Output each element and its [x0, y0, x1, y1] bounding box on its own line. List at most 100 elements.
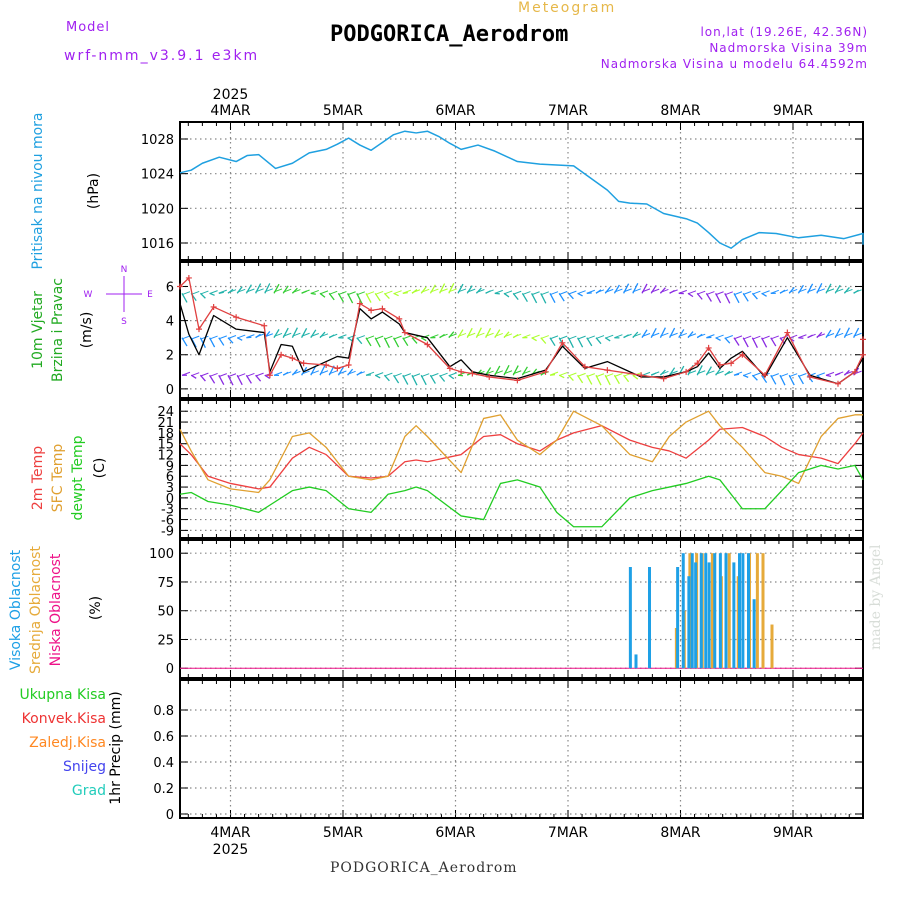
wind-barb	[816, 372, 825, 377]
model-label: Model	[66, 20, 111, 35]
panel-frame-c	[179, 539, 864, 679]
cloud-high-bar	[704, 553, 708, 669]
date-label-top: 8MAR	[660, 103, 701, 119]
temp-ylabel-dew: dewpt Temp	[70, 435, 86, 520]
wind-barb	[687, 370, 697, 375]
pressure-tick-label: 1024	[141, 168, 174, 183]
wind-obs-marker	[266, 372, 273, 379]
wind-obs-marker	[761, 372, 768, 379]
wind-barb	[485, 289, 494, 294]
wind-barb	[853, 332, 862, 337]
wind-barb	[743, 291, 752, 295]
cloud-tick-label: 75	[157, 576, 174, 591]
wind-barb	[660, 332, 669, 337]
wind-barb	[329, 333, 338, 338]
wind-barb	[384, 372, 393, 377]
wind-barb	[798, 334, 807, 339]
wind-barb	[733, 335, 743, 340]
wind-barb	[402, 335, 411, 340]
wind-obs-marker	[559, 339, 566, 346]
wind-barb	[246, 372, 255, 377]
wind-tick-label: 2	[166, 349, 174, 364]
wind-barb	[264, 288, 273, 293]
cloud-ylabel-low: Niska Oblacnost	[48, 553, 64, 666]
wind-obs-marker	[784, 329, 791, 336]
temp-tick-label: 12	[157, 449, 174, 464]
wind-obs-marker	[177, 283, 183, 290]
wind-barb	[200, 290, 209, 295]
wind-obs-marker	[278, 351, 285, 358]
wind-barb	[568, 335, 577, 340]
wind-tick-label: 6	[166, 280, 174, 295]
wind-barb	[614, 334, 623, 339]
wind-barb	[476, 332, 485, 337]
wind-barb	[724, 371, 733, 376]
wind-barb	[411, 289, 421, 294]
wind-barb	[310, 370, 319, 375]
wind-obs-marker	[660, 375, 667, 382]
wind-barb	[513, 290, 522, 295]
wind-barb	[807, 333, 816, 338]
wind-barb	[595, 289, 605, 294]
wind-barb	[835, 288, 844, 293]
wind-barb	[816, 288, 825, 293]
wind-obs-marker	[356, 300, 363, 307]
cloud-high-bar	[676, 567, 680, 669]
wind-barb	[200, 372, 209, 377]
wind-barb	[485, 332, 494, 337]
wind-obs-marker	[860, 351, 866, 358]
wind-obs-marker	[542, 368, 549, 375]
temp-ylabel-sfc: SFC Temp	[50, 444, 66, 513]
wind-barb	[255, 288, 264, 293]
pressure-tick-label: 1016	[141, 237, 174, 252]
date-label-bottom: 5MAR	[323, 825, 364, 841]
precip-tick-label: 0	[166, 808, 174, 823]
wind-barb	[743, 372, 752, 377]
wind-barb	[770, 289, 779, 294]
wind-barb	[559, 291, 568, 295]
wind-obs-marker	[334, 365, 341, 372]
wind-barb	[209, 335, 218, 340]
wind-barb	[770, 335, 779, 340]
cloud-high-bar	[634, 654, 638, 669]
wind-barb	[531, 291, 540, 296]
wind-barb	[651, 371, 660, 376]
precip-tick-label: 0.4	[153, 756, 174, 771]
wind-obs-marker	[396, 315, 403, 322]
wind-barb	[209, 290, 218, 295]
wind-obs-marker	[683, 368, 690, 375]
wind-barb	[752, 372, 761, 377]
wind-barb	[660, 370, 669, 375]
wind-barb	[568, 290, 577, 295]
wind-barb	[743, 335, 752, 340]
cloud-tick-label: 100	[149, 547, 174, 562]
wind-barb	[816, 333, 825, 338]
wind-barb	[200, 335, 209, 340]
cloud-high-bar	[648, 567, 651, 669]
wind-barb	[494, 289, 503, 294]
wind-barb	[835, 332, 844, 337]
wind-obs-marker	[196, 326, 202, 333]
temp-tick-label: 18	[157, 427, 174, 442]
date-label-top: 6MAR	[435, 103, 476, 119]
wind-barb	[779, 335, 789, 340]
wind-obs-marker	[486, 373, 493, 380]
date-label-top: 4MAR	[210, 103, 251, 119]
wind-barb	[218, 335, 227, 340]
wind-barb	[798, 288, 807, 293]
cloud-high-bar	[690, 553, 694, 669]
cloud-mid-bar	[770, 624, 774, 669]
wind-barb	[825, 371, 835, 376]
wind-barb	[595, 373, 605, 378]
wind-barb	[697, 290, 706, 295]
wind-barb	[605, 288, 614, 293]
wind-barb	[586, 373, 595, 378]
wind-barb	[752, 290, 761, 295]
wind-barb	[503, 333, 513, 338]
date-label-top: 7MAR	[548, 103, 589, 119]
wind-barb	[301, 332, 310, 337]
wind-obs-marker	[300, 360, 307, 367]
wind-barb	[255, 333, 264, 338]
wind-barb	[770, 373, 779, 378]
